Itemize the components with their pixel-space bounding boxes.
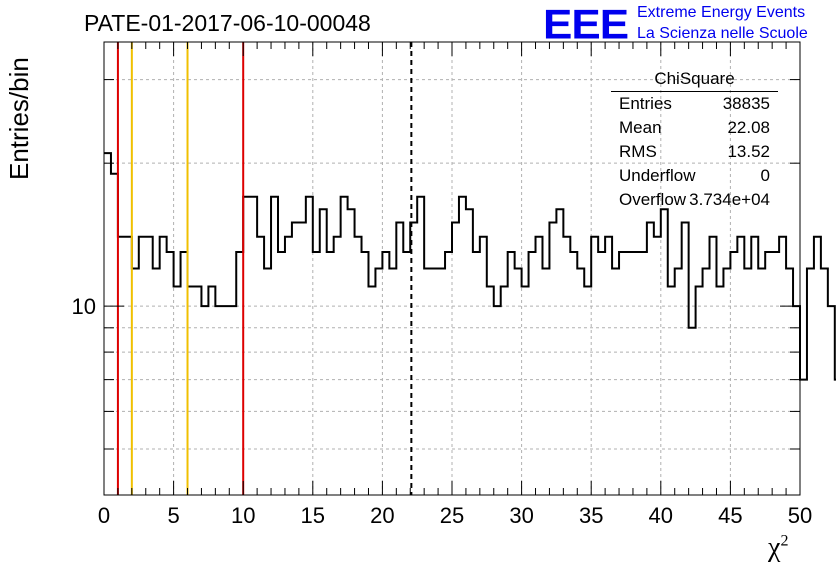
stats-row-entries: Entries 38835 [611, 92, 778, 116]
stats-key: Entries [619, 94, 672, 113]
x-tick-label: 10 [231, 503, 255, 528]
x-tick-label: 35 [579, 503, 603, 528]
x-tick-label: 30 [509, 503, 533, 528]
logo-line-1: Extreme Energy Events [637, 4, 806, 21]
x-tick-label: 40 [649, 503, 673, 528]
eee-logo: EEE [543, 1, 629, 48]
x-tick-label: 25 [440, 503, 464, 528]
stats-box-name: ChiSquare [611, 67, 778, 92]
stats-row-underflow: Underflow 0 [611, 164, 778, 188]
x-tick-label: 50 [788, 503, 812, 528]
stats-key: Underflow [619, 166, 696, 185]
x-tick-label: 0 [98, 503, 110, 528]
stats-row-mean: Mean 22.08 [611, 116, 778, 140]
stats-row-rms: RMS 13.52 [611, 140, 778, 164]
stats-row-overflow: Overflow 3.734e+04 [611, 188, 778, 212]
histogram-layer [104, 152, 836, 381]
marker-lines [116, 42, 413, 495]
x-tick-label: 5 [167, 503, 179, 528]
stats-key: RMS [619, 142, 657, 161]
stats-value: 38835 [722, 94, 770, 113]
axis-ticks [103, 42, 801, 496]
histogram-outline [104, 152, 836, 381]
stats-value: 3.734e+04 [689, 190, 770, 209]
x-tick-label: 20 [370, 503, 394, 528]
stats-value: 0 [760, 166, 770, 185]
stats-value: 13.52 [727, 142, 770, 161]
stats-key: Overflow [619, 190, 687, 209]
chart-title: PATE-01-2017-06-10-00048 [84, 10, 371, 36]
stats-value: 22.08 [727, 118, 770, 137]
stats-box: ChiSquare Entries 38835 Mean 22.08 RMS 1… [611, 67, 778, 212]
stats-key: Mean [619, 118, 662, 137]
y-tick-label: 10 [72, 294, 96, 319]
logo-line-2: La Scienza nelle Scuole [637, 25, 808, 42]
tick-labels: 0 5 10 15 20 25 30 35 40 45 50 10 [72, 294, 813, 528]
x-tick-label: 15 [301, 503, 325, 528]
x-axis-label: χ2 [768, 532, 789, 563]
x-tick-label: 45 [718, 503, 742, 528]
y-axis-label: Entries/bin [4, 57, 34, 180]
